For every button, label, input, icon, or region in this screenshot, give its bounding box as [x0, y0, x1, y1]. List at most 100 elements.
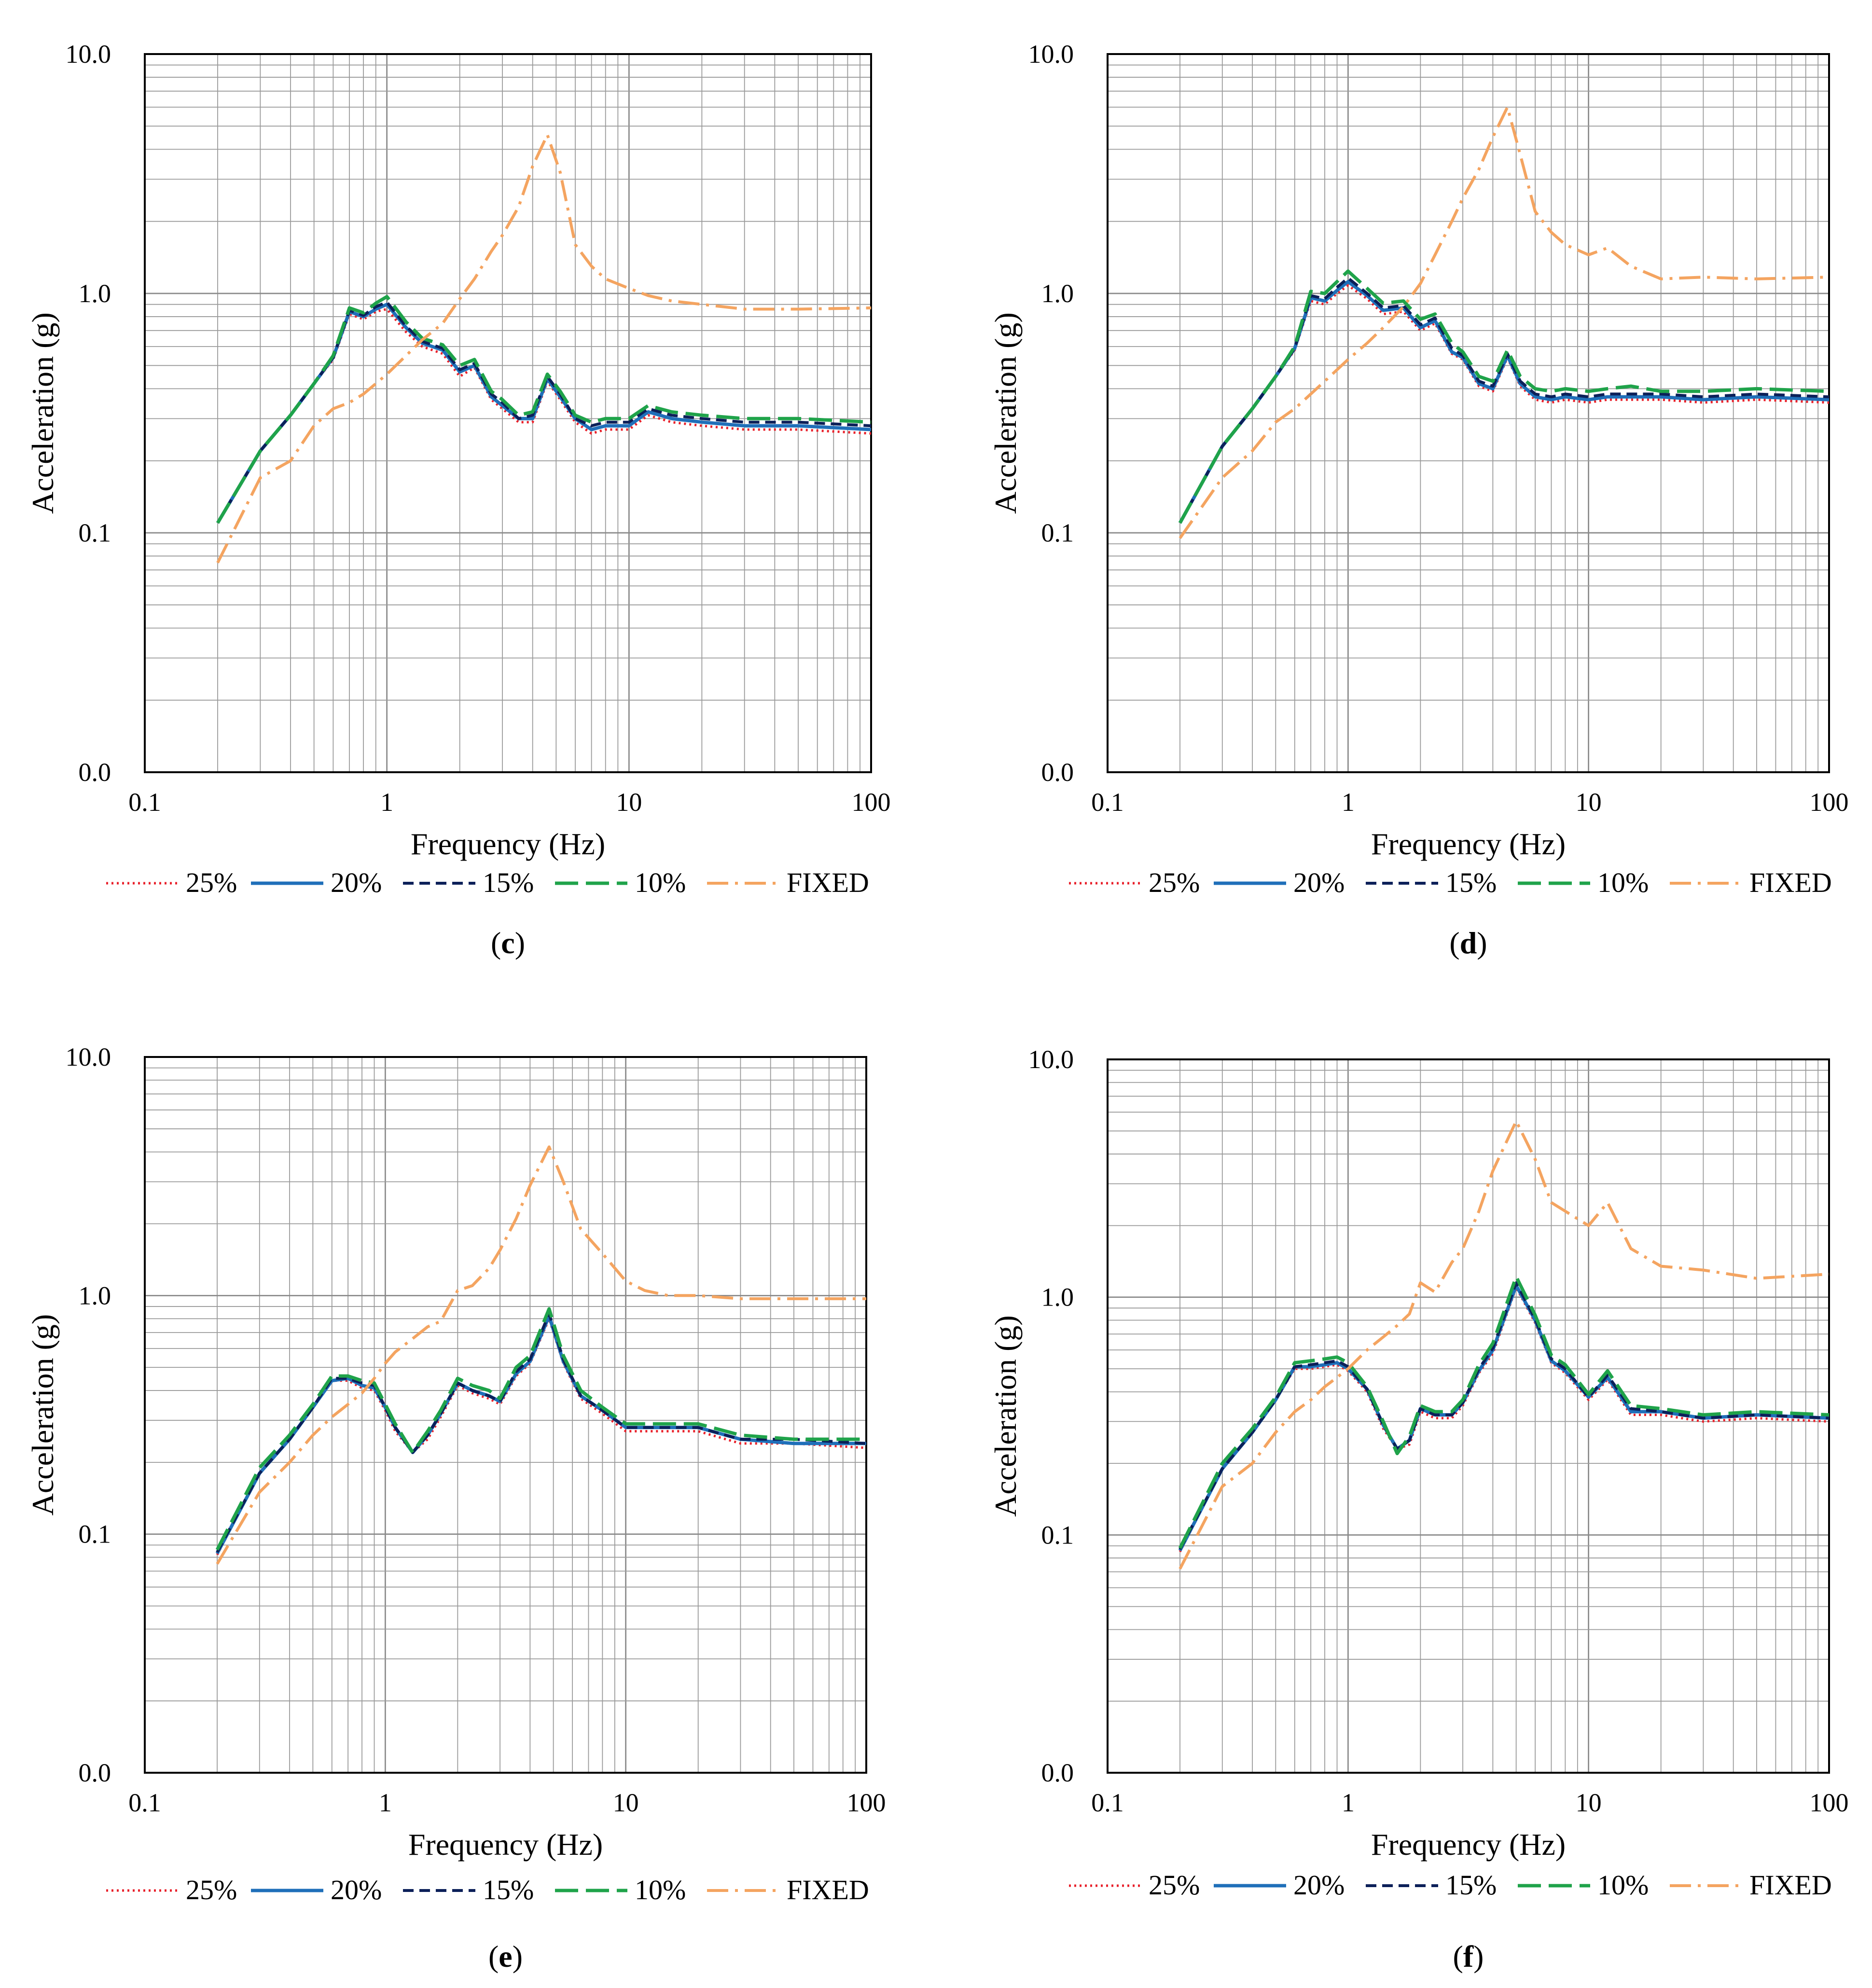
y-tick-label: 1.0: [1041, 1283, 1074, 1312]
series-line-s10: [1178, 1275, 1830, 1549]
y-tick-label: 0.1: [79, 518, 111, 547]
y-tick-label: 0.0: [1041, 758, 1074, 787]
legend-item-s20: 20%: [1214, 1869, 1345, 1901]
x-tick-label: 10: [1576, 788, 1602, 817]
series-line-s25: [216, 1317, 867, 1556]
series-lines: [215, 1145, 867, 1565]
series-line-s20: [1178, 280, 1830, 524]
x-tick-label: 100: [1810, 1788, 1849, 1817]
legend-item-s15: 15%: [403, 1874, 534, 1905]
y-tick-label: 10.0: [1028, 40, 1074, 69]
plot-frame: [144, 53, 872, 773]
panel-label: (e): [488, 1939, 523, 1974]
legend-item-s20: 20%: [1214, 867, 1345, 898]
y-tick-label: 1.0: [1041, 279, 1074, 308]
legend-item-s10: 10%: [1518, 867, 1649, 898]
legend-item-s15: 15%: [1366, 1869, 1497, 1901]
y-tick-label: 0.0: [79, 758, 111, 787]
legend-label-s20: 20%: [331, 1874, 382, 1905]
legend-label-s25: 25%: [186, 867, 237, 898]
x-tick-label: 0.1: [1091, 788, 1124, 817]
x-tick-label: 10: [613, 1788, 639, 1817]
legend-label-s15: 15%: [483, 867, 534, 898]
legend-item-s25: 25%: [106, 1874, 237, 1905]
y-tick-label: 0.1: [1041, 518, 1074, 547]
panel-label: (c): [491, 926, 525, 960]
series-lines: [216, 133, 872, 564]
chart-panel-d: 0.1 1 10 100 0.0 0.1 1.0 10.0 Frequency (Hz) Acce…: [988, 40, 1849, 960]
y-tick-label: 0.0: [79, 1758, 111, 1787]
series-lines: [1178, 106, 1830, 539]
x-tick-label: 10: [1576, 1788, 1602, 1817]
series-line-fixed: [1179, 106, 1830, 539]
series-line-s25: [216, 308, 872, 524]
legend-item-s10: 10%: [555, 1874, 686, 1905]
x-tick-label: 0.1: [128, 788, 161, 817]
x-axis-title: Frequency (Hz): [411, 827, 605, 861]
x-tick-label: 1: [380, 788, 393, 817]
series-line-s10: [215, 1307, 866, 1551]
legend-label-s15: 15%: [1445, 867, 1497, 898]
series-line-s15: [1179, 1281, 1830, 1550]
legend-label-s10: 10%: [635, 1874, 686, 1905]
gridlines: [145, 1057, 866, 1773]
y-tick-label: 10.0: [1028, 1045, 1074, 1074]
x-axis-title: Frequency (Hz): [1371, 1827, 1566, 1862]
panel-label: (d): [1449, 926, 1487, 960]
legend-item-s25: 25%: [106, 867, 237, 898]
legend-label-fixed: FIXED: [1749, 1869, 1832, 1901]
gridlines: [1108, 54, 1829, 772]
legend-label-s10: 10%: [1597, 1869, 1649, 1901]
series-line-s15: [1179, 277, 1830, 524]
legend-item-s25: 25%: [1069, 1869, 1200, 1901]
legend-item-fixed: FIXED: [707, 1874, 869, 1905]
legend: 25% 20% 15% 10% FIXED: [1069, 1869, 1832, 1901]
legend: 25% 20% 15% 10% FIXED: [106, 1874, 869, 1905]
series-line-s25: [1179, 284, 1830, 524]
y-tick-label: 1.0: [79, 1281, 111, 1310]
series-line-fixed: [1179, 1119, 1830, 1570]
legend-label-s25: 25%: [186, 1874, 237, 1905]
x-tick-label: 0.1: [128, 1788, 161, 1817]
x-tick-label: 100: [1810, 788, 1849, 817]
legend: 25% 20% 15% 10% FIXED: [1069, 867, 1832, 898]
y-axis-title: Acceleration (g): [988, 312, 1023, 514]
series-lines: [1178, 1119, 1830, 1570]
legend-label-s20: 20%: [1293, 867, 1345, 898]
y-tick-label: 10.0: [66, 40, 111, 69]
x-tick-label: 100: [847, 1788, 886, 1817]
legend-label-s25: 25%: [1149, 867, 1200, 898]
legend-item-s25: 25%: [1069, 867, 1200, 898]
legend-item-fixed: FIXED: [1670, 1869, 1832, 1901]
chart-panel-c: 0.1 1 10 100 0.0 0.1 1.0 10.0 Frequency (Hz) Acce…: [26, 40, 891, 960]
legend-label-s20: 20%: [331, 867, 382, 898]
series-line-s15: [216, 301, 872, 524]
y-tick-label: 0.1: [1041, 1520, 1074, 1549]
y-tick-label: 0.1: [79, 1520, 111, 1549]
y-tick-label: 1.0: [79, 279, 111, 308]
series-line-s15: [216, 1312, 867, 1553]
legend-label-s20: 20%: [1293, 1869, 1345, 1901]
legend-label-fixed: FIXED: [787, 1874, 869, 1905]
legend-label-s10: 10%: [1597, 867, 1649, 898]
plot-frame: [1107, 1058, 1830, 1774]
legend-item-s20: 20%: [251, 867, 382, 898]
plot-frame: [1107, 53, 1830, 773]
series-line-fixed: [216, 133, 872, 564]
y-axis-title: Acceleration (g): [26, 1314, 60, 1516]
legend-item-s10: 10%: [1518, 1869, 1649, 1901]
chart-panel-f: 0.1 1 10 100 0.0 0.1 1.0 10.0 Frequency (Hz) Acce…: [988, 1045, 1849, 1974]
legend-label-fixed: FIXED: [1749, 867, 1832, 898]
series-line-s25: [1179, 1286, 1830, 1553]
series-line-s10: [1178, 269, 1830, 524]
x-axis-title: Frequency (Hz): [408, 1827, 603, 1862]
y-tick-label: 10.0: [66, 1043, 111, 1071]
x-axis-title: Frequency (Hz): [1371, 827, 1566, 861]
x-tick-label: 0.1: [1091, 1788, 1124, 1817]
x-tick-label: 1: [1342, 788, 1355, 817]
x-tick-label: 1: [379, 1788, 392, 1817]
series-line-fixed: [216, 1145, 866, 1565]
series-line-s20: [1178, 1283, 1830, 1552]
legend-label-fixed: FIXED: [787, 867, 869, 898]
